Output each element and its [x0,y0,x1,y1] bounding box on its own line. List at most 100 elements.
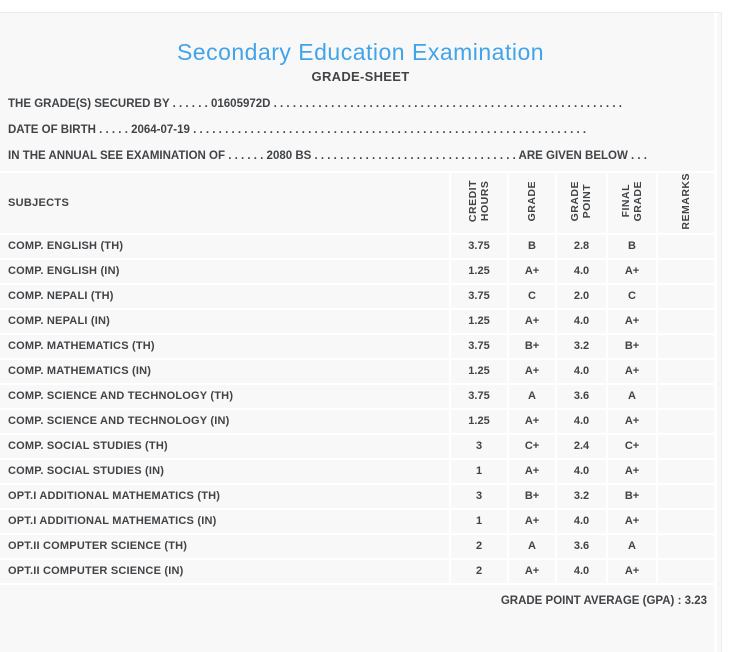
cell-credit-hours: 3.75 [449,383,508,410]
page-title: Secondary Education Examination [176,39,545,65]
cell-subject: COMP. NEPALI (TH) [0,283,450,310]
cell-credit-hours: 1 [449,508,508,535]
cell-final-grade: A+ [606,408,657,435]
table-row: COMP. SCIENCE AND TECHNOLOGY (IN) 1.25 A+ 4… [0,408,714,435]
cell-final-grade: B+ [606,333,657,360]
cell-remarks [656,433,714,460]
grades-table: SUBJECTS CREDIT HOURS GRADE GRADE POINT … [0,171,714,585]
cell-subject: COMP. SCIENCE AND TECHNOLOGY (TH) [0,383,450,410]
gpa-summary: GRADE POINT AVERAGE (GPA) : 3.23 [0,595,707,607]
cell-grade: A [507,533,556,560]
table-row: COMP. NEPALI (IN) 1.25 A+ 4.0 A+ [0,308,714,335]
cell-subject: COMP. NEPALI (IN) [0,308,450,335]
cell-subject: OPT.II COMPUTER SCIENCE (TH) [0,533,450,560]
cell-grade-point: 3.6 [555,533,607,560]
cell-credit-hours: 2 [449,558,508,585]
table-row: COMP. NEPALI (TH) 3.75 C 2.0 C [0,283,714,310]
column-header-remarks: REMARKS [656,171,714,235]
cell-grade-point: 3.6 [555,383,607,410]
cell-grade: A+ [507,508,556,535]
column-header-label: CREDIT HOURS [466,180,491,223]
card-right-rule [714,13,717,652]
cell-remarks [656,458,714,485]
table-row: COMP. SOCIAL STUDIES (TH) 3 C+ 2.4 C+ [0,433,714,460]
cell-subject: COMP. ENGLISH (TH) [0,233,450,260]
column-header-label: FINAL GRADE [619,181,644,222]
cell-final-grade: C [606,283,657,310]
cell-remarks [656,408,714,435]
gpa-label: GRADE POINT AVERAGE (GPA) : [500,594,685,607]
info-line-examination-year: IN THE ANNUAL SEE EXAMINATION OF . . . .… [8,150,647,162]
cell-grade: C+ [507,433,556,460]
cell-grade-point: 4.0 [555,558,607,585]
table-row: COMP. ENGLISH (TH) 3.75 B 2.8 B [0,233,714,260]
table-row: OPT.I ADDITIONAL MATHEMATICS (TH) 3 B+ 3.2 B… [0,483,714,510]
cell-grade: B [507,233,556,260]
info-line-date-of-birth: DATE OF BIRTH . . . . . 2064-07-19 . . .… [8,124,587,136]
cell-final-grade: A+ [606,358,657,385]
table-row: COMP. SOCIAL STUDIES (IN) 1 A+ 4.0 A+ [0,458,714,485]
cell-final-grade: A [606,533,657,560]
cell-credit-hours: 3.75 [449,233,508,260]
cell-grade: B+ [507,333,556,360]
cell-remarks [656,508,714,535]
cell-final-grade: C+ [606,433,657,460]
cell-grade: A+ [507,358,556,385]
cell-grade: A+ [507,258,556,285]
cell-grade-point: 2.8 [555,233,607,260]
table-row: COMP. MATHEMATICS (TH) 3.75 B+ 3.2 B+ [0,333,714,360]
grade-sheet-card: Secondary Education Examination GRADE-SH… [0,12,722,652]
cell-credit-hours: 1.25 [449,308,508,335]
cell-final-grade: A+ [606,258,657,285]
cell-subject: COMP. SCIENCE AND TECHNOLOGY (IN) [0,408,450,435]
cell-final-grade: A+ [606,308,657,335]
grade-sheet-heading: GRADE-SHEET [311,69,410,84]
cell-subject: COMP. ENGLISH (IN) [0,258,450,285]
cell-subject: OPT.I ADDITIONAL MATHEMATICS (IN) [0,508,450,535]
cell-grade-point: 2.0 [555,283,607,310]
cell-grade: A+ [507,408,556,435]
cell-grade: B+ [507,483,556,510]
cell-final-grade: A [606,383,657,410]
table-row: OPT.I ADDITIONAL MATHEMATICS (IN) 1 A+ 4.0 A… [0,508,714,535]
cell-grade-point: 4.0 [555,258,607,285]
gpa-value: 3.23 [684,594,707,607]
cell-grade: A+ [507,458,556,485]
cell-subject: OPT.II COMPUTER SCIENCE (IN) [0,558,450,585]
column-header-final-grade: FINAL GRADE [606,171,657,235]
cell-remarks [656,358,714,385]
table-row: OPT.II COMPUTER SCIENCE (TH) 2 A 3.6 A [0,533,714,560]
cell-remarks [656,333,714,360]
cell-final-grade: B+ [606,483,657,510]
cell-grade-point: 4.0 [555,358,607,385]
cell-subject: OPT.I ADDITIONAL MATHEMATICS (TH) [0,483,450,510]
cell-credit-hours: 1 [449,458,508,485]
cell-remarks [656,483,714,510]
candidate-info: THE GRADE(S) SECURED BY . . . . . . 0160… [0,91,721,169]
cell-final-grade: A+ [606,458,657,485]
column-header-grade: GRADE [507,171,556,235]
table-row: COMP. ENGLISH (IN) 1.25 A+ 4.0 A+ [0,258,714,285]
cell-subject: COMP. MATHEMATICS (TH) [0,333,450,360]
cell-grade-point: 3.2 [555,483,607,510]
cell-remarks [656,558,714,585]
info-line-grades-secured-by: THE GRADE(S) SECURED BY . . . . . . 0160… [8,98,622,110]
column-header-label: GRADE [525,181,538,222]
column-header-label: GRADE POINT [569,181,594,222]
table-row: COMP. SCIENCE AND TECHNOLOGY (TH) 3.75 A 3.… [0,383,714,410]
cell-grade: C [507,283,556,310]
cell-credit-hours: 3.75 [449,333,508,360]
cell-subject: COMP. SOCIAL STUDIES (IN) [0,458,450,485]
column-header-subjects: SUBJECTS [0,171,450,235]
cell-credit-hours: 1.25 [449,358,508,385]
cell-grade-point: 4.0 [555,458,607,485]
cell-grade-point: 2.4 [555,433,607,460]
cell-grade-point: 4.0 [555,508,607,535]
cell-grade: A+ [507,558,556,585]
cell-grade: A+ [507,308,556,335]
cell-remarks [656,283,714,310]
cell-credit-hours: 1.25 [449,408,508,435]
cell-grade: A [507,383,556,410]
cell-subject: COMP. MATHEMATICS (IN) [0,358,450,385]
cell-final-grade: A+ [606,508,657,535]
